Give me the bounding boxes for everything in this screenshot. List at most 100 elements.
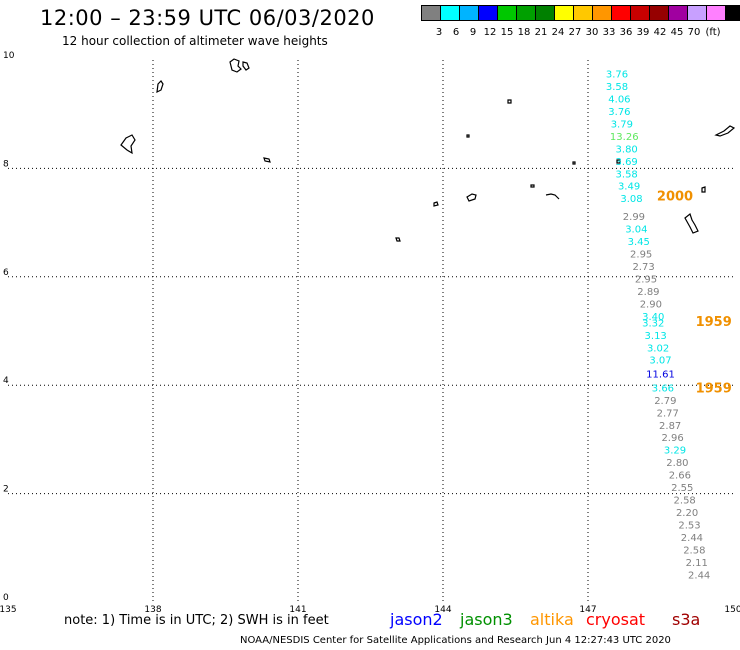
legend-label: 3 xyxy=(435,27,443,38)
legend-label: 27 xyxy=(568,27,582,38)
wave-height-value: 2.53 xyxy=(678,520,700,531)
x-tick-label: 138 xyxy=(144,605,161,615)
island-1 xyxy=(229,58,250,73)
y-tick-label: 10 xyxy=(3,51,15,61)
island-7 xyxy=(572,161,576,165)
wave-height-value: 3.32 xyxy=(642,318,664,329)
legend-label: 24 xyxy=(551,27,565,38)
island-10 xyxy=(466,193,477,202)
legend-label: 21 xyxy=(534,27,548,38)
wave-height-value: 3.58 xyxy=(616,169,638,180)
wave-height-value: 13.26 xyxy=(610,132,639,143)
x-tick-label: 135 xyxy=(0,605,17,615)
wave-height-value: 3.66 xyxy=(652,383,674,394)
y-tick-label: 8 xyxy=(3,159,9,169)
wave-height-value: 3.40 xyxy=(642,312,664,323)
wave-height-value: 11.61 xyxy=(646,369,675,380)
wave-height-value: 2.44 xyxy=(681,533,703,544)
island-16 xyxy=(616,159,621,164)
wave-height-value: 3.45 xyxy=(628,237,650,248)
wave-height-value: 2.95 xyxy=(630,249,652,260)
wave-height-value: 2.87 xyxy=(659,421,681,432)
legend-label: 30 xyxy=(585,27,599,38)
wave-height-value: 2.96 xyxy=(661,433,683,444)
satellite-jason3: jason3 xyxy=(460,610,513,629)
pass-time-labels: 2000 1959 1959 xyxy=(657,190,732,397)
island-3 xyxy=(120,134,136,155)
island-8 xyxy=(530,184,535,188)
legend-label: 36 xyxy=(619,27,633,38)
island-5 xyxy=(507,99,512,104)
wave-height-color-legend: 3 6 9 12 15 18 21 24 27 30 33 36 39 42 45 70 (ft) xyxy=(421,5,740,38)
island-13 xyxy=(701,186,706,193)
legend-label: 9 xyxy=(469,27,477,38)
wave-height-value: 3.76 xyxy=(608,107,630,118)
island-11 xyxy=(433,201,439,207)
wave-height-value: 3.76 xyxy=(606,70,628,81)
wave-height-value: 2.90 xyxy=(640,299,662,310)
satellite-cryosat: cryosat xyxy=(586,610,646,629)
wave-height-value: 2.66 xyxy=(669,471,691,482)
wave-height-value: 2.79 xyxy=(654,396,676,407)
legend-label: 12 xyxy=(483,27,497,38)
wave-height-value: 3.49 xyxy=(618,182,640,193)
x-tick-label: 147 xyxy=(579,605,596,615)
legend-swatch xyxy=(725,5,740,21)
map-title: 12:00 – 23:59 UTC 06/03/2020 xyxy=(40,6,375,30)
wave-height-value: 3.29 xyxy=(664,446,686,457)
legend-label: 70 xyxy=(687,27,701,38)
wave-height-value: 2.80 xyxy=(666,458,688,469)
wave-height-value: 3.58 xyxy=(606,82,628,93)
satellite-altika: altika xyxy=(530,610,574,629)
legend-label: 33 xyxy=(602,27,616,38)
wave-height-value: 2.58 xyxy=(674,496,696,507)
grid-lines xyxy=(8,60,733,602)
wave-height-value: 2.11 xyxy=(686,558,708,569)
wave-height-value: 3.69 xyxy=(616,157,638,168)
coastlines xyxy=(120,58,736,242)
island-4 xyxy=(263,157,271,163)
legend-label: 6 xyxy=(452,27,460,38)
legend-label: (ft) xyxy=(705,27,721,38)
wave-height-value: 3.80 xyxy=(616,144,638,155)
legend-label: 45 xyxy=(670,27,684,38)
wave-height-value: 3.13 xyxy=(645,331,667,342)
legend-label: 15 xyxy=(500,27,514,38)
island-15 xyxy=(714,125,736,137)
legend-label: 42 xyxy=(653,27,667,38)
island-6 xyxy=(466,134,470,138)
pass-time-label: 2000 xyxy=(657,190,693,205)
wave-height-value: 3.07 xyxy=(649,356,671,367)
y-tick-label: 6 xyxy=(3,268,9,278)
y-tick-label: 4 xyxy=(3,376,9,386)
island-12 xyxy=(395,237,401,242)
y-tick-label: 2 xyxy=(3,485,9,495)
pass-time-label: 1959 xyxy=(696,315,732,330)
map-subtitle: 12 hour collection of altimeter wave hei… xyxy=(62,34,328,48)
wave-height-value: 2.44 xyxy=(688,570,710,581)
island-14 xyxy=(684,212,699,234)
y-tick-label: 0 xyxy=(3,593,9,603)
satellite-s3a: s3a xyxy=(672,610,701,629)
wave-height-value: 2.55 xyxy=(671,483,693,494)
wave-height-value: 2.20 xyxy=(676,508,698,519)
wave-height-value: 3.04 xyxy=(625,225,647,236)
island-9 xyxy=(545,193,560,200)
wave-height-value: 3.08 xyxy=(620,194,642,205)
x-tick-label: 150 xyxy=(724,605,740,615)
wave-height-value: 2.89 xyxy=(637,287,659,298)
island-2 xyxy=(156,80,164,94)
wave-height-value: 2.73 xyxy=(632,262,654,273)
wave-height-value: 3.02 xyxy=(647,343,669,354)
satellite-jason2: jason2 xyxy=(390,610,443,629)
pass-time-label: 1959 xyxy=(696,381,732,396)
legend-label: 39 xyxy=(636,27,650,38)
legend-label: 18 xyxy=(517,27,531,38)
wave-height-value: 3.79 xyxy=(611,119,633,130)
x-tick-label: 144 xyxy=(434,605,451,615)
wave-height-value: 2.77 xyxy=(657,408,679,419)
x-tick-label: 141 xyxy=(289,605,306,615)
wave-height-values: 3.763.584.063.763.7913.263.803.693.583.4… xyxy=(606,70,710,582)
legend-labels: 3 6 9 12 15 18 21 24 27 30 33 36 39 42 45 70 (ft) xyxy=(422,27,740,39)
